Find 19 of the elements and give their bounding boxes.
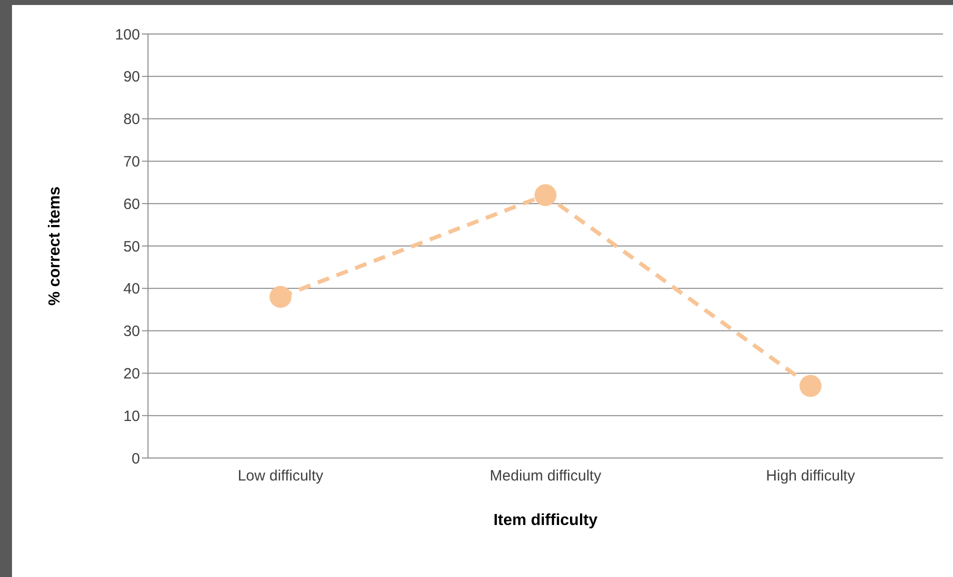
y-tick-label: 60 (123, 196, 140, 213)
y-tick-label: 50 (123, 238, 140, 256)
y-tick-label: 80 (123, 111, 140, 128)
point (270, 286, 292, 308)
y-tick-label: 20 (123, 366, 140, 383)
x-tick-label: High difficulty (766, 468, 856, 485)
y-tick-label: 100 (114, 26, 140, 44)
point (800, 374, 822, 397)
x-axis-title: Item difficulty (493, 512, 598, 529)
y-tick-label: 30 (123, 323, 140, 340)
y-tick-label: 0 (132, 450, 140, 468)
y-tick-label: 90 (123, 68, 140, 86)
y-tick-label: 40 (123, 280, 140, 298)
y-axis-title: % correct items (46, 186, 64, 306)
x-tick-label: Low difficulty (238, 468, 324, 485)
y-tick-label: 70 (123, 154, 140, 171)
point (534, 184, 556, 206)
y-tick-label: 10 (123, 408, 140, 425)
x-tick-label: Medium difficulty (490, 468, 602, 485)
